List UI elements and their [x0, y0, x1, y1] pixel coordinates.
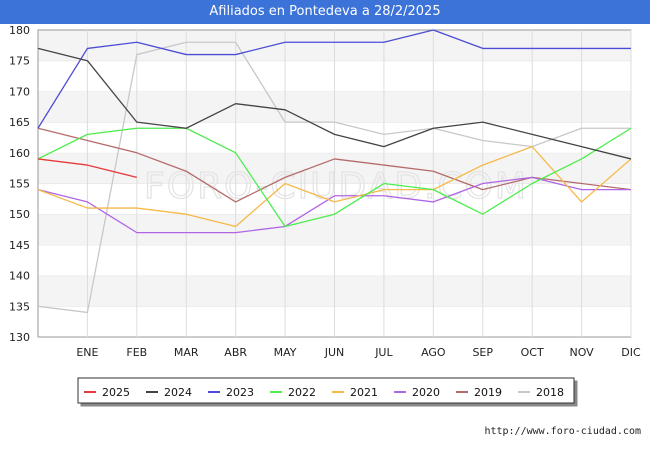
- x-tick-label: MAR: [174, 346, 199, 359]
- y-tick-label: 140: [9, 270, 30, 283]
- source-credit[interactable]: http://www.foro-ciudad.com: [484, 426, 641, 437]
- x-tick-label: ENE: [76, 346, 98, 359]
- x-tick-label: AGO: [421, 346, 446, 359]
- y-tick-label: 180: [9, 24, 30, 37]
- legend-label-2024: 2024: [164, 386, 192, 399]
- y-tick-label: 170: [9, 85, 30, 98]
- y-axis-ticks: 130 135 140 145 150 155 160 165 170 175 180: [9, 24, 30, 344]
- x-tick-label: JUN: [324, 346, 345, 359]
- legend-label-2020: 2020: [412, 386, 440, 399]
- y-tick-label: 155: [9, 178, 30, 191]
- y-tick-label: 130: [9, 331, 30, 344]
- x-axis-ticks: ENE FEB MAR ABR MAY JUN JUL AGO SEP OCT NOV DIC: [76, 346, 641, 359]
- watermark: FORO-CIUDAD.COM: [144, 166, 528, 207]
- legend: 2025 2024 2023 2022 2021 2020 2019 2018: [77, 377, 575, 404]
- x-tick-label: OCT: [521, 346, 544, 359]
- legend-label-2025: 2025: [102, 386, 130, 399]
- chart-title: Afiliados en Pontedeva a 28/2/2025: [0, 0, 650, 24]
- x-tick-label: NOV: [569, 346, 594, 359]
- legend-items: 2025 2024 2023 2022 2021 2020 2019 2018: [84, 386, 564, 399]
- series-line-2024: [37, 47, 632, 160]
- x-tick-label: FEB: [126, 346, 147, 359]
- x-tick-label: MAY: [274, 346, 297, 359]
- series-line-2020: [37, 176, 631, 234]
- y-tick-label: 160: [9, 147, 30, 160]
- series-line-2025: [37, 158, 137, 178]
- series-lines: [37, 29, 632, 314]
- legend-label-2021: 2021: [350, 386, 378, 399]
- series-line-2023: [37, 29, 631, 129]
- y-tick-label: 165: [9, 116, 30, 129]
- y-tick-label: 175: [9, 55, 30, 68]
- x-tick-label: JUL: [374, 346, 393, 359]
- series-line-2021: [37, 146, 632, 228]
- legend-label-2022: 2022: [288, 386, 316, 399]
- y-tick-label: 150: [9, 208, 30, 221]
- legend-label-2018: 2018: [536, 386, 564, 399]
- y-tick-label: 135: [9, 300, 30, 313]
- legend-label-2023: 2023: [226, 386, 254, 399]
- legend-label-2019: 2019: [474, 386, 502, 399]
- x-tick-label: ABR: [224, 346, 247, 359]
- x-tick-label: DIC: [621, 346, 641, 359]
- x-tick-label: SEP: [472, 346, 493, 359]
- legend-box: [77, 377, 575, 404]
- series-line-2022: [37, 127, 632, 228]
- y-tick-label: 145: [9, 239, 30, 252]
